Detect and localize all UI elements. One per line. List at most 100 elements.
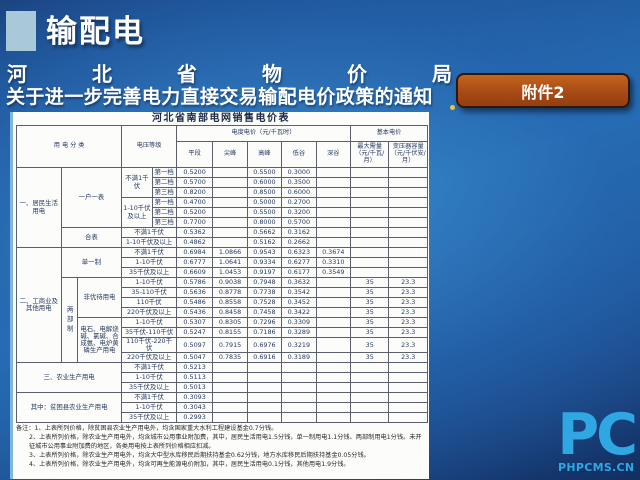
table-cell: 不满1千伏	[121, 167, 153, 198]
table-cell-empty	[212, 402, 248, 414]
table-cell: 其中：贫困县农业生产用电	[15, 392, 123, 424]
table-cell: 0.5113	[175, 372, 214, 384]
table-cell: 35	[349, 287, 390, 298]
table-cell-empty	[315, 307, 351, 318]
table-cell-empty	[315, 177, 351, 188]
note-line: 备注：1、上表所列价格，除贫困县农业生产用电外，均含国家重大水利工程建设基金0.…	[16, 425, 278, 433]
table-cell: 基本电价	[349, 125, 429, 142]
table-cell: 0.5500	[246, 207, 283, 218]
table-cell: 0.3674	[315, 247, 351, 258]
table-cell-empty	[349, 237, 390, 248]
table-cell-empty	[388, 267, 428, 278]
table-cell-empty	[281, 412, 317, 424]
table-cell-empty	[349, 257, 390, 268]
table-cell-empty	[388, 257, 428, 268]
table-cell: 23.3	[388, 336, 428, 354]
table-cell: 平段	[175, 141, 214, 168]
table-cell: 最大需量（元/千瓦/月）	[349, 141, 390, 168]
table-cell-empty	[315, 167, 351, 178]
table-cell-empty	[349, 362, 390, 374]
table-cell-empty	[315, 297, 351, 308]
table-cell: 0.3200	[281, 207, 317, 218]
table-cell: 0.5700	[281, 217, 317, 228]
table-cell: 0.3632	[281, 277, 317, 288]
table-cell-empty	[315, 382, 351, 394]
table-cell: 0.7700	[175, 217, 214, 228]
table-cell: 110千伏	[121, 297, 177, 308]
table-cell-empty	[246, 412, 283, 424]
table-cell: 0.3189	[281, 352, 317, 364]
table-cell: 尖峰	[212, 141, 248, 168]
table-cell: 35千伏-110千伏	[121, 327, 177, 338]
table-cell: 0.7948	[246, 277, 283, 288]
table-cell: 23.3	[388, 317, 428, 328]
org-name-line: 河北省物价局	[7, 62, 517, 86]
table-cell: 0.6277	[281, 257, 317, 268]
notice-title-line: 关于进一步完善电力直接交易输配电价政策的通知	[6, 86, 433, 108]
table-cell: 35千伏及以上	[121, 382, 177, 394]
table-cell: 电压等级	[121, 125, 177, 168]
table-cell-empty	[388, 197, 428, 208]
table-cell-empty	[388, 412, 428, 424]
table-cell-empty	[349, 197, 390, 208]
table-cell: 0.7915	[212, 336, 248, 354]
table-cell: 0.5500	[246, 167, 283, 178]
table-cell: 0.6984	[175, 247, 214, 258]
table-cell-empty	[315, 362, 351, 374]
table-cell-empty	[212, 392, 248, 404]
table-cell: 0.5000	[246, 197, 283, 208]
title-marker-square	[6, 11, 36, 51]
table-cell: 220千伏及以上	[121, 307, 177, 318]
table-title: 河北省南部电网销售电价表	[152, 113, 290, 124]
table-cell-empty	[349, 402, 390, 414]
table-cell: 0.9543	[246, 247, 283, 258]
table-cell: 1-10千伏及以上	[121, 237, 177, 248]
table-cell: 0.7835	[212, 352, 248, 364]
table-cell: 1-10千伏	[121, 402, 177, 414]
table-cell: 低谷	[281, 141, 317, 168]
table-cell: 二、工商业及其他用电	[16, 246, 62, 364]
table-cell: 两部制	[60, 276, 78, 364]
table-cell: 0.5200	[175, 207, 214, 218]
table-cell-empty	[315, 237, 351, 248]
table-cell-empty	[388, 177, 428, 188]
table-cell-empty	[388, 207, 428, 218]
table-cell: 第三档	[151, 217, 177, 228]
table-cell: 0.7296	[246, 317, 283, 328]
table-cell: 0.6609	[175, 267, 214, 278]
table-cell-empty	[349, 167, 390, 178]
table-cell-empty	[212, 412, 248, 424]
table-cell: 0.7186	[246, 327, 283, 338]
table-cell: 第三档	[151, 187, 177, 198]
table-notes: 备注：1、上表所列价格，除贫困县农业生产用电外，均含国家重大水利工程建设基金0.…	[16, 425, 426, 469]
note-line: 2、上表所列价格，除农业生产用电外，均含城市公用事业附加费，其中，居民生活用电1…	[29, 434, 422, 450]
table-cell: 0.3043	[175, 402, 214, 414]
table-cell-empty	[315, 217, 351, 228]
table-cell: 0.3093	[175, 392, 214, 404]
table-cell: 不满1千伏	[121, 247, 177, 258]
table-cell-empty	[212, 382, 248, 394]
table-cell: 0.8558	[212, 297, 248, 308]
table-cell: 0.5786	[175, 277, 214, 288]
table-cell: 0.9197	[246, 267, 283, 278]
attachment-badge[interactable]: 附件2	[456, 73, 630, 108]
price-table: 用 电 分 类电压等级 电度电价（元/千瓦时） 基本电价 平段 尖峰 高峰 低谷 深谷 最大需量…	[15, 125, 429, 424]
table-cell: 35	[349, 307, 390, 318]
table-cell: 1-10千伏	[121, 317, 177, 328]
table-cell-empty	[388, 227, 428, 238]
table-cell: 0.5662	[246, 227, 283, 238]
note-line: 4、上表所列价格，除农业生产用电外，均含可再生能源电价附加，其中，居民生活用电0…	[29, 460, 350, 468]
table-cell: 不满1千伏	[121, 392, 177, 404]
table-cell-empty	[212, 237, 248, 248]
table-cell-empty	[212, 177, 248, 188]
table-cell: 0.3542	[281, 287, 317, 298]
table-cell: 0.6777	[175, 257, 214, 268]
table-cell-empty	[246, 382, 283, 394]
table-cell: 0.8200	[175, 187, 214, 198]
table-cell: 一、居民生活用电	[16, 167, 62, 248]
logo-text: PC	[557, 402, 638, 468]
table-cell: 变压器容量（元/千伏安/月）	[388, 141, 428, 168]
table-cell: 0.5436	[175, 307, 214, 318]
table-cell: 0.9334	[246, 257, 283, 268]
table-cell: 0.3422	[281, 307, 317, 318]
